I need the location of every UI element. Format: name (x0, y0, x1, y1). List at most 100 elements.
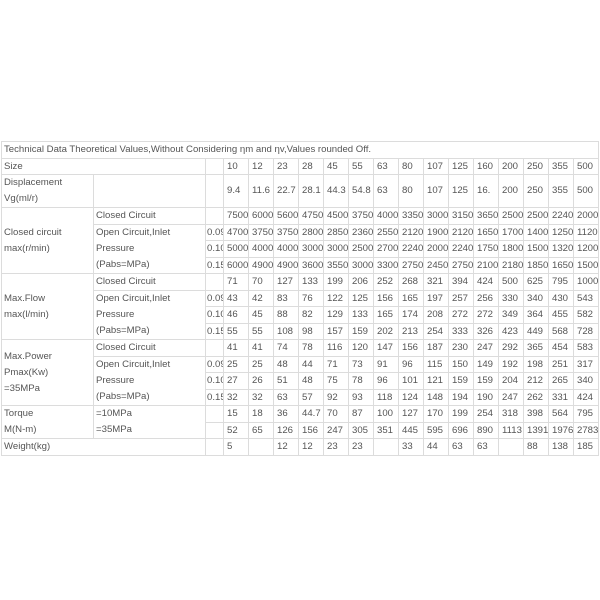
empty-cell (205, 421, 224, 439)
technical-data-table: Technical Data Theoretical Values,Withou… (0, 141, 600, 456)
value-cell: 543 (572, 289, 600, 307)
value-cell: 87 (348, 405, 374, 423)
value-cell (498, 438, 524, 456)
value-cell: 187 (423, 339, 449, 357)
value-cell: 252 (373, 273, 399, 291)
value-cell: 80 (398, 174, 424, 208)
value-cell: 133 (298, 273, 324, 291)
value-cell: 1500 (523, 240, 549, 258)
value-cell: 321 (423, 273, 449, 291)
value-cell: 15 (223, 405, 249, 423)
value-cell: 25 (248, 355, 274, 373)
sub-label: Closed Circuit (93, 273, 206, 291)
value-cell: 795 (548, 273, 574, 291)
value-cell: 48 (273, 355, 299, 373)
value-cell: 107 (423, 174, 449, 208)
value-cell: 292 (498, 339, 524, 357)
closed-circuit-row: Max.Power Pmax(Kw) =35MPa Closed Circuit 4… (1, 339, 600, 406)
value-cell: 159 (348, 322, 374, 340)
value-cell: 2100 (473, 256, 499, 274)
value-cell: 2240 (398, 240, 424, 258)
value-cell: 340 (572, 372, 600, 390)
value-cell: 157 (323, 322, 349, 340)
empty-cell (205, 339, 224, 357)
value-cell: 12 (298, 438, 324, 456)
value-cell: 5 (223, 438, 249, 456)
value-cell: 23 (348, 438, 374, 456)
value-cell: 78 (298, 339, 324, 357)
value-cell: 82 (298, 306, 324, 324)
value-cell: 78 (348, 372, 374, 390)
value-cell: 116 (323, 339, 349, 357)
sub-label: Open Circuit,Inlet Pressure (Pabs=MPa) (93, 223, 206, 274)
value-cell: 76 (298, 289, 324, 307)
value-cell: 16. (473, 174, 499, 208)
value-cell: 22.7 (273, 174, 299, 208)
sub-label: Open Circuit,Inlet Pressure (Pabs=MPa) (93, 289, 206, 340)
value-cell: 23 (323, 438, 349, 456)
value-cell: 55 (348, 157, 374, 175)
value-cell: 54.8 (348, 174, 374, 208)
value-cell: 25 (223, 355, 249, 373)
inlet-pressure: 0.09 (205, 355, 224, 373)
value-cell: 156 (398, 339, 424, 357)
torque-row: 52 65 126 156 247 305 351 445 595 696 890 1113 1391 1… (2, 421, 600, 439)
value-cell: 1391 (523, 421, 549, 439)
value-cell: 108 (273, 322, 299, 340)
value-cell: 4900 (248, 256, 274, 274)
value-cell: 65 (248, 421, 274, 439)
value-cell: 3650 (473, 207, 499, 225)
value-cell: 254 (423, 322, 449, 340)
value-cell: 199 (448, 405, 474, 423)
value-cell: 44 (298, 355, 324, 373)
value-cell: 326 (473, 322, 499, 340)
value-cell: 88 (523, 438, 549, 456)
value-cell: 63 (373, 157, 399, 175)
value-cell: 1900 (423, 223, 449, 241)
value-cell: 197 (423, 289, 449, 307)
value-cell: 500 (572, 157, 600, 175)
value-cell: 3000 (298, 240, 324, 258)
value-cell: 890 (473, 421, 499, 439)
value-cell: 43 (223, 289, 249, 307)
value-cell: 2500 (348, 240, 374, 258)
value-cell: 2500 (523, 207, 549, 225)
value-cell: 124 (398, 388, 424, 406)
value-cell: 1000 (572, 273, 600, 291)
value-cell: 74 (273, 339, 299, 357)
value-cell: 27 (223, 372, 249, 390)
value-cell: 1700 (498, 223, 524, 241)
value-cell: 36 (273, 405, 299, 423)
value-cell: 3750 (273, 223, 299, 241)
value-cell: 2550 (373, 223, 399, 241)
value-cell: 595 (423, 421, 449, 439)
value-cell: 118 (373, 388, 399, 406)
value-cell: 250 (523, 157, 549, 175)
value-cell: 63 (473, 438, 499, 456)
value-cell: 148 (423, 388, 449, 406)
value-cell: 63 (373, 174, 399, 208)
row-label: Displacement Vg(ml/r) (1, 174, 94, 208)
value-cell: 212 (523, 372, 549, 390)
row-label: Size (1, 157, 206, 175)
value-cell: 156 (373, 289, 399, 307)
value-cell: 2800 (298, 223, 324, 241)
value-cell: 23 (273, 157, 299, 175)
value-cell: 133 (348, 306, 374, 324)
value-cell: 55 (248, 322, 274, 340)
closed-circuit-row: Closed circuit max(r/min) Closed Circuit 7… (1, 207, 600, 274)
value-cell: 127 (398, 405, 424, 423)
value-cell: 70 (248, 273, 274, 291)
weight-row: Weight(kg) 5 12 12 23 23 33 44 63 63 88 138 185 (1, 438, 600, 456)
value-cell: 200 (498, 174, 524, 208)
value-cell: 2700 (373, 240, 399, 258)
value-cell: 126 (273, 421, 299, 439)
value-cell: 254 (473, 405, 499, 423)
inlet-pressure: 0.10 (205, 306, 224, 324)
value-cell: 6000 (223, 256, 249, 274)
value-cell: 333 (448, 322, 474, 340)
sub-label: Open Circuit,Inlet Pressure (Pabs=MPa) (93, 355, 206, 406)
value-cell: 63 (448, 438, 474, 456)
value-cell: 268 (398, 273, 424, 291)
value-cell: 101 (398, 372, 424, 390)
